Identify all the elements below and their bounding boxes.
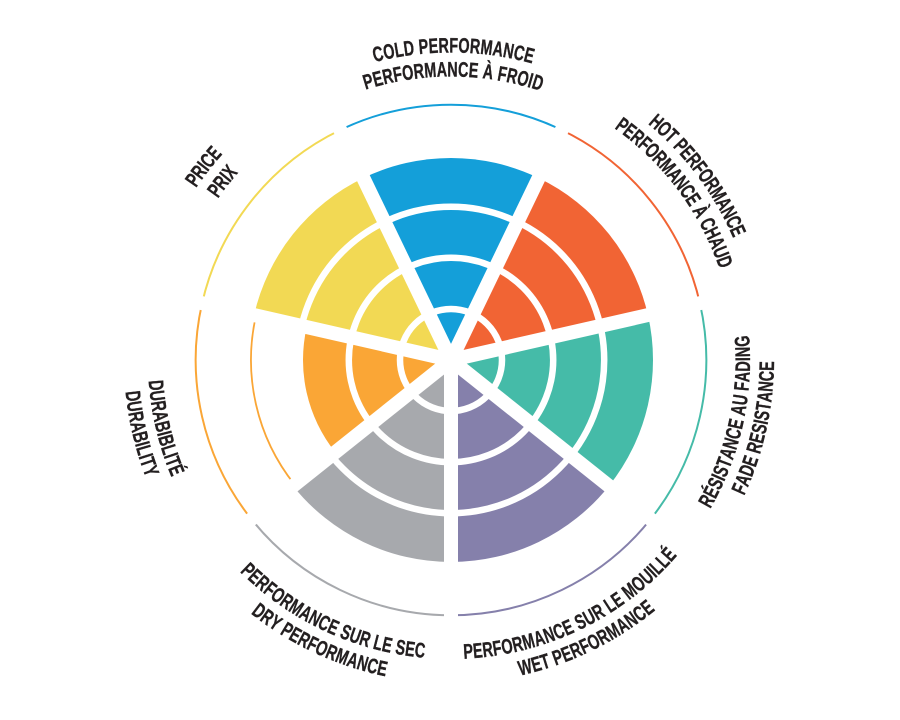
svg-text:P: P [418, 35, 430, 59]
svg-text:R: R [412, 59, 425, 83]
svg-text:E: E [472, 639, 484, 663]
svg-text:O: O [499, 634, 514, 659]
svg-text:C: C [512, 40, 527, 65]
svg-text:R: R [469, 34, 481, 58]
svg-text:E: E [428, 34, 439, 58]
svg-text:D: D [121, 390, 145, 403]
svg-text:M: M [520, 629, 538, 655]
svg-text:R: R [481, 637, 494, 661]
svg-text:F: F [449, 34, 458, 57]
svg-text:O: O [381, 39, 397, 64]
svg-text:G: G [730, 335, 754, 348]
svg-text:I: I [731, 357, 754, 361]
svg-text:A: A [726, 403, 751, 417]
svg-text:N: N [501, 38, 515, 63]
svg-text:N: N [447, 58, 458, 81]
svg-text:T: T [751, 400, 775, 412]
svg-text:O: O [458, 34, 470, 58]
svg-text:A: A [148, 409, 173, 424]
svg-text:P: P [463, 640, 474, 664]
svg-text:D: D [402, 36, 415, 61]
svg-text:A: A [126, 419, 151, 434]
svg-text:I: I [130, 439, 154, 449]
svg-text:R: R [124, 410, 149, 424]
svg-text:M: M [479, 35, 494, 60]
svg-text:F: F [491, 636, 503, 660]
svg-text:U: U [728, 393, 753, 406]
svg-text:I: I [152, 429, 176, 439]
svg-text:C: C [458, 58, 469, 82]
svg-text:À: À [482, 59, 495, 85]
svg-text:S: S [394, 635, 407, 660]
svg-text:O: O [400, 60, 415, 85]
svg-text:R: R [380, 64, 395, 89]
svg-text:R: R [438, 34, 449, 58]
svg-text:U: U [145, 389, 169, 402]
svg-text:R: R [505, 64, 520, 89]
svg-text:D: D [731, 361, 755, 372]
svg-text:U: U [122, 400, 147, 414]
svg-text:E: E [755, 361, 779, 371]
svg-text:M: M [423, 58, 437, 82]
svg-text:I: I [159, 450, 182, 461]
svg-text:D: D [144, 379, 168, 391]
svg-text:C: C [755, 370, 779, 382]
svg-text:N: N [754, 380, 778, 392]
svg-text:A: A [731, 371, 755, 383]
svg-text:R: R [146, 399, 171, 413]
svg-text:E: E [468, 58, 479, 82]
svg-text:E: E [404, 637, 417, 661]
svg-text:I: I [526, 69, 536, 93]
svg-text:F: F [496, 62, 509, 87]
svg-text:C: C [414, 638, 427, 662]
svg-text:F: F [391, 62, 404, 87]
svg-text:A: A [436, 58, 447, 82]
svg-text:W: W [516, 654, 535, 680]
svg-text:I: I [749, 418, 773, 427]
svg-text:A: A [753, 390, 777, 403]
svg-text:F: F [730, 381, 754, 392]
svg-text:N: N [731, 346, 755, 357]
svg-text:I: I [134, 451, 157, 462]
svg-text:A: A [491, 37, 505, 62]
svg-text:S: S [750, 409, 775, 423]
svg-text:L: L [393, 38, 406, 62]
